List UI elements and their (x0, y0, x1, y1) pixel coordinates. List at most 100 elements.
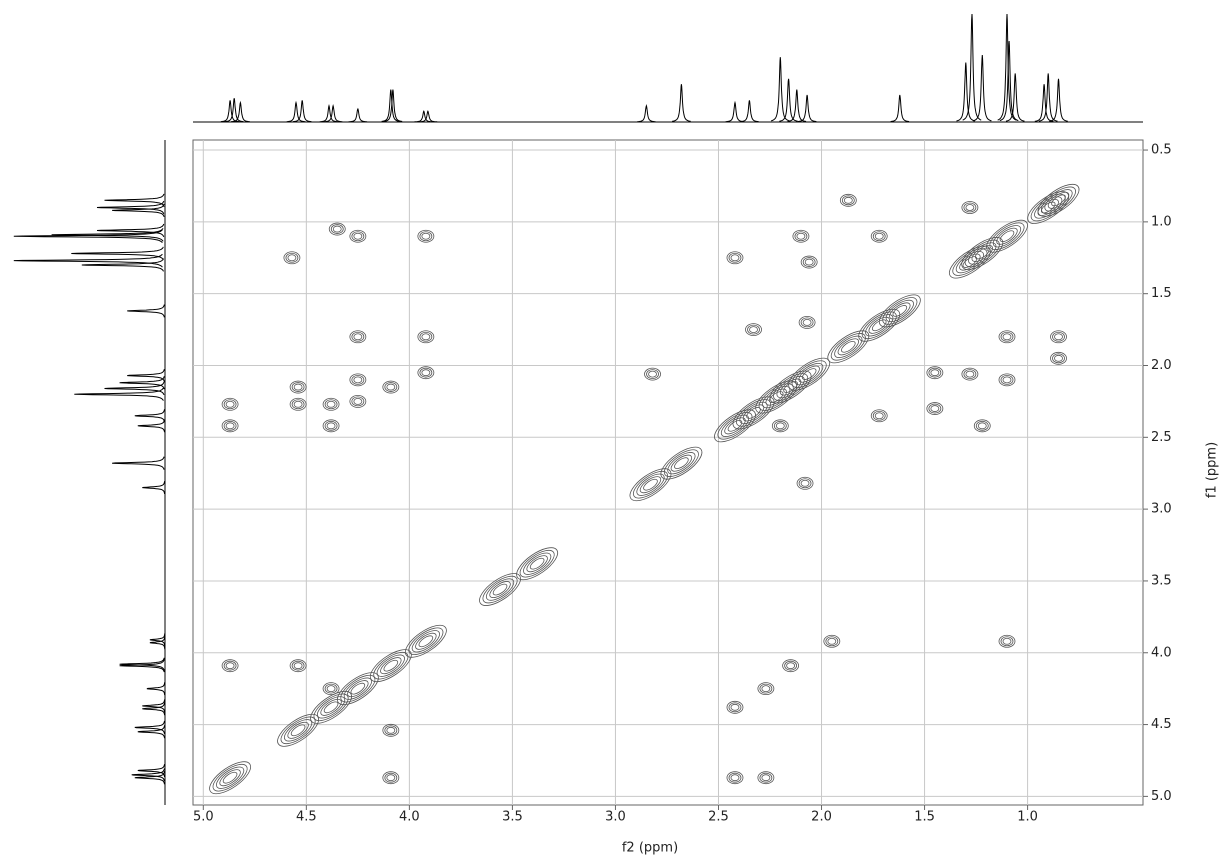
contour (796, 232, 806, 240)
contour (769, 370, 812, 404)
contour (973, 419, 991, 433)
contour (421, 333, 431, 341)
contour (998, 330, 1016, 344)
y-tick-label: 2.0 (1151, 358, 1172, 373)
contour (382, 723, 400, 737)
contour (1052, 353, 1065, 364)
contour (968, 242, 997, 265)
contour (928, 367, 942, 378)
contour (834, 335, 863, 358)
contour (794, 231, 808, 242)
contour (1050, 351, 1067, 365)
contour (284, 719, 313, 742)
projection-peak (383, 89, 403, 122)
contour (369, 649, 412, 683)
contour (223, 420, 237, 431)
projection-peak (725, 100, 745, 123)
contour (825, 636, 839, 647)
contour (644, 367, 661, 381)
contour (1052, 331, 1065, 342)
contour (322, 419, 340, 433)
y-tick-label: 5.0 (1151, 789, 1172, 804)
projection-peak (104, 381, 165, 395)
projection-peak (220, 100, 240, 123)
contour (291, 660, 305, 671)
contour (827, 637, 837, 645)
contour (779, 378, 802, 396)
contour (285, 252, 299, 263)
y-axis-label: f1 (ppm) (1205, 442, 1220, 498)
contour (313, 693, 349, 722)
contour (759, 772, 773, 783)
contour (773, 373, 809, 401)
contour (892, 305, 908, 317)
contour (726, 251, 744, 265)
contour (771, 419, 789, 433)
contour (663, 449, 699, 477)
contour (529, 557, 545, 570)
projection-peak (134, 771, 165, 785)
contour (516, 547, 559, 581)
projection-peak (74, 387, 164, 401)
contour (1037, 199, 1059, 216)
projection-peak (146, 682, 166, 696)
contour (384, 382, 398, 392)
contour (961, 201, 979, 214)
contour (745, 323, 762, 336)
projection-peak (381, 89, 401, 122)
projection-peak (142, 699, 166, 713)
contour (221, 397, 239, 411)
x-tick-label: 3.0 (605, 810, 626, 825)
contour (1000, 374, 1014, 385)
contour (802, 257, 816, 267)
x-tick-label: 3.5 (502, 810, 523, 825)
contour (667, 452, 696, 475)
contour (830, 333, 866, 361)
contour (775, 422, 785, 430)
contour (795, 362, 824, 386)
contour (353, 333, 363, 341)
contour (986, 219, 1028, 253)
contour (971, 244, 993, 262)
contour (384, 725, 398, 736)
contour (804, 258, 814, 266)
contour (336, 672, 379, 706)
projection-peak (999, 40, 1019, 122)
contour (728, 702, 742, 713)
contour (648, 370, 657, 378)
contour (636, 473, 665, 496)
contour (965, 370, 975, 378)
contour (223, 660, 237, 671)
projection-peak (112, 203, 165, 218)
contour (870, 409, 888, 423)
x-tick-label: 1.0 (1017, 810, 1038, 825)
plot-frame (192, 139, 1144, 806)
contour (749, 326, 758, 333)
contour (283, 251, 301, 265)
contour (798, 365, 820, 383)
contour (1002, 333, 1012, 341)
contour (351, 231, 365, 242)
contour (421, 232, 431, 240)
contour (291, 399, 305, 410)
contour (868, 316, 890, 334)
contour (639, 476, 662, 494)
contour (728, 252, 742, 263)
contour (999, 230, 1015, 243)
projection-peak (142, 702, 166, 716)
projection-peak (13, 229, 163, 244)
contour (965, 204, 975, 211)
contour (415, 632, 437, 650)
contour (1044, 189, 1073, 212)
contour (380, 657, 402, 675)
contour (791, 360, 827, 388)
projection-peak (1038, 73, 1058, 122)
contour (837, 338, 859, 356)
contour (865, 314, 894, 337)
contour (222, 771, 238, 784)
contour (417, 330, 435, 344)
contour (798, 316, 816, 329)
contour (874, 412, 884, 420)
contour (328, 222, 346, 236)
contour (418, 635, 434, 648)
